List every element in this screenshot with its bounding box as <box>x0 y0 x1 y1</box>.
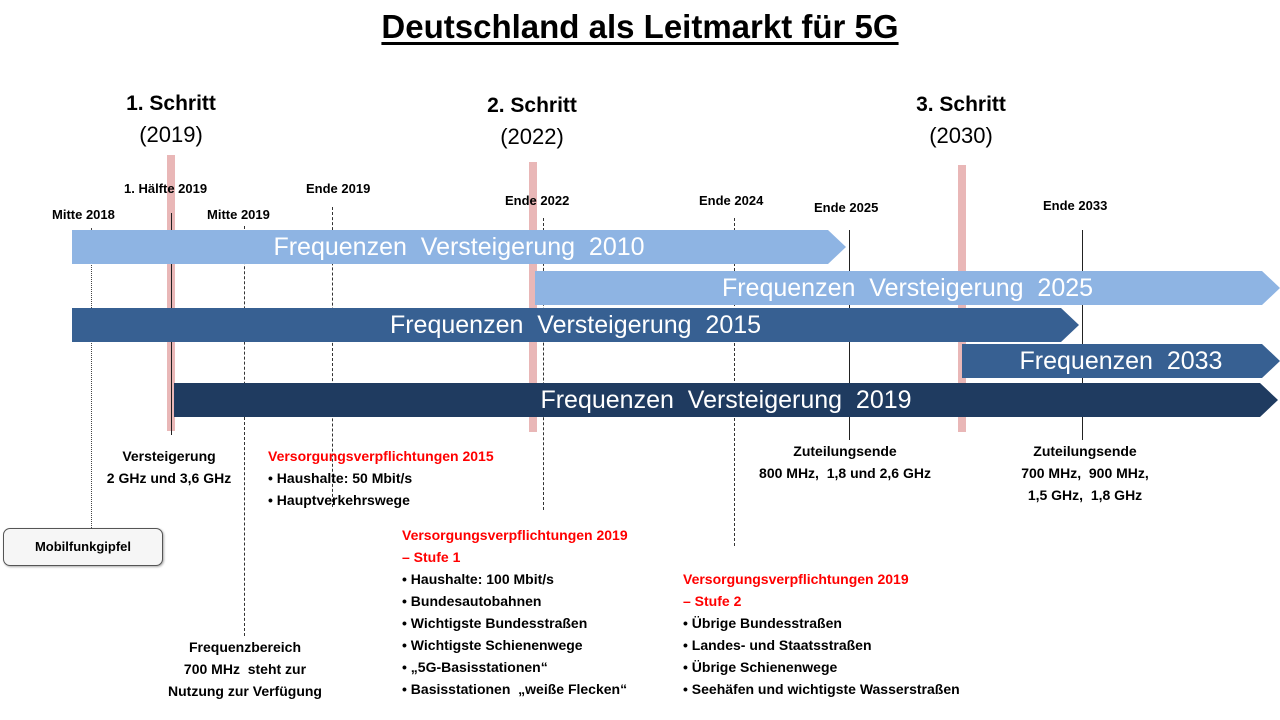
note-zuteilung-2033-line3: 1,5 GHz, 1,8 GHz <box>1027 487 1143 503</box>
date-mitte-2018: Mitte 2018 <box>52 207 115 222</box>
guide-line-ende-2033 <box>1082 230 1083 440</box>
list-item: Übrige Schienenwege <box>683 656 1023 678</box>
note-frequenzbereich-line1: Frequenzbereich <box>188 639 302 655</box>
bar-frequenzen-2033-label: Frequenzen 2033 <box>1019 347 1223 375</box>
date-ende-2022: Ende 2022 <box>505 193 570 208</box>
list-item: Haushalte: 100 Mbit/s <box>402 568 692 590</box>
date-ende-2025: Ende 2025 <box>814 200 879 215</box>
milestone-bar-2022 <box>529 162 537 432</box>
step-3-year: (2030) <box>929 123 993 148</box>
note-zuteilungsende-2033: Zuteilungsende 700 MHz, 900 MHz, 1,5 GHz… <box>1000 440 1170 506</box>
note-frequenzbereich-line2: 700 MHz steht zur <box>183 661 307 677</box>
list-item: Seehäfen und wichtigste Wasserstraßen <box>683 678 1023 700</box>
step-1-label: 1. Schritt <box>126 92 216 115</box>
step-2-label: 2. Schritt <box>487 94 577 117</box>
list-item: Wichtigste Bundesstraßen <box>402 612 692 634</box>
note-zuteilung-2025-line1: Zuteilungsende <box>793 443 897 459</box>
bar-versteigerung-2015: Frequenzen Versteigerung 2015 <box>72 308 1079 342</box>
list-item: Landes- und Staatsstraßen <box>683 634 1023 656</box>
step-3: 3. Schritt (2030) <box>851 89 1071 151</box>
note-verpflichtungen-2015: Versorgungsverpflichtungen 2015 Haushalt… <box>268 445 548 511</box>
note-versteigerung-line2: 2 GHz und 3,6 GHz <box>106 470 232 486</box>
list-item: Übrige Bundesstraßen <box>683 612 1023 634</box>
note-stufe1-title2: – Stufe 1 <box>402 549 461 565</box>
step-1-year: (2019) <box>139 122 203 147</box>
guide-line-mitte-2018 <box>91 228 92 528</box>
note-verpflichtungen-2019-stufe1: Versorgungsverpflichtungen 2019 – Stufe … <box>402 524 692 700</box>
step-1: 1. Schritt (2019) <box>61 88 281 150</box>
page-title: Deutschland als Leitmarkt für 5G <box>381 8 899 45</box>
guide-line-mitte-2019 <box>244 226 245 636</box>
note-versteigerung-line1: Versteigerung <box>122 448 216 464</box>
note-stufe1-title1: Versorgungsverpflichtungen 2019 <box>402 527 628 543</box>
list-item: Bundesautobahnen <box>402 590 692 612</box>
bar-versteigerung-2019-label: Frequenzen Versteigerung 2019 <box>540 386 912 414</box>
note-verpflichtungen-2019-stufe2: Versorgungsverpflichtungen 2019 – Stufe … <box>683 568 1023 700</box>
note-stufe2-title2: – Stufe 2 <box>683 593 742 609</box>
mobilfunkgipfel-button[interactable]: Mobilfunkgipfel <box>3 528 163 566</box>
bar-versteigerung-2019: Frequenzen Versteigerung 2019 <box>174 383 1278 417</box>
bar-versteigerung-2025-label: Frequenzen Versteigerung 2025 <box>721 274 1094 302</box>
list-item: Hauptverkehrswege <box>268 489 548 511</box>
note-frequenzbereich-line3: Nutzung zur Verfügung <box>168 683 322 699</box>
note-zuteilung-2033-line2: 700 MHz, 900 MHz, <box>1021 465 1149 481</box>
note-verpflichtungen-2015-title: Versorgungsverpflichtungen 2015 <box>268 448 494 464</box>
date-ende-2033: Ende 2033 <box>1043 198 1108 213</box>
date-haelfte-2019: 1. Hälfte 2019 <box>124 181 208 196</box>
list-item: Haushalte: 50 Mbit/s <box>268 467 548 489</box>
note-frequenzbereich: Frequenzbereich 700 MHz steht zur Nutzun… <box>140 636 350 702</box>
step-2: 2. Schritt (2022) <box>422 90 642 152</box>
bar-versteigerung-2010-label: Frequenzen Versteigerung 2010 <box>273 233 645 261</box>
guide-line-ende-2024 <box>734 218 735 546</box>
date-mitte-2019: Mitte 2019 <box>207 207 270 222</box>
note-versteigerung: Versteigerung 2 GHz und 3,6 GHz <box>84 445 254 489</box>
note-zuteilung-2033-line1: Zuteilungsende <box>1033 443 1137 459</box>
note-stufe2-title1: Versorgungsverpflichtungen 2019 <box>683 571 909 587</box>
guide-line-ende-2022 <box>543 218 544 510</box>
list-item: Basisstationen „weiße Flecken“ <box>402 678 692 700</box>
bar-versteigerung-2015-label: Frequenzen Versteigerung 2015 <box>389 311 762 339</box>
bar-versteigerung-2010: Frequenzen Versteigerung 2010 <box>72 230 846 264</box>
date-ende-2024: Ende 2024 <box>699 193 764 208</box>
bar-frequenzen-2033: Frequenzen 2033 <box>962 344 1280 378</box>
list-item: Wichtigste Schienenwege <box>402 634 692 656</box>
date-ende-2019: Ende 2019 <box>306 181 371 196</box>
step-2-year: (2022) <box>500 124 564 149</box>
bar-versteigerung-2025: Frequenzen Versteigerung 2025 <box>535 271 1280 305</box>
note-zuteilung-2025-line2: 800 MHz, 1,8 und 2,6 GHz <box>759 465 931 481</box>
guide-line-ende-2019 <box>332 207 333 507</box>
note-zuteilungsende-2025: Zuteilungsende 800 MHz, 1,8 und 2,6 GHz <box>735 440 955 484</box>
list-item: „5G-Basisstationen“ <box>402 656 692 678</box>
step-3-label: 3. Schritt <box>916 93 1006 116</box>
